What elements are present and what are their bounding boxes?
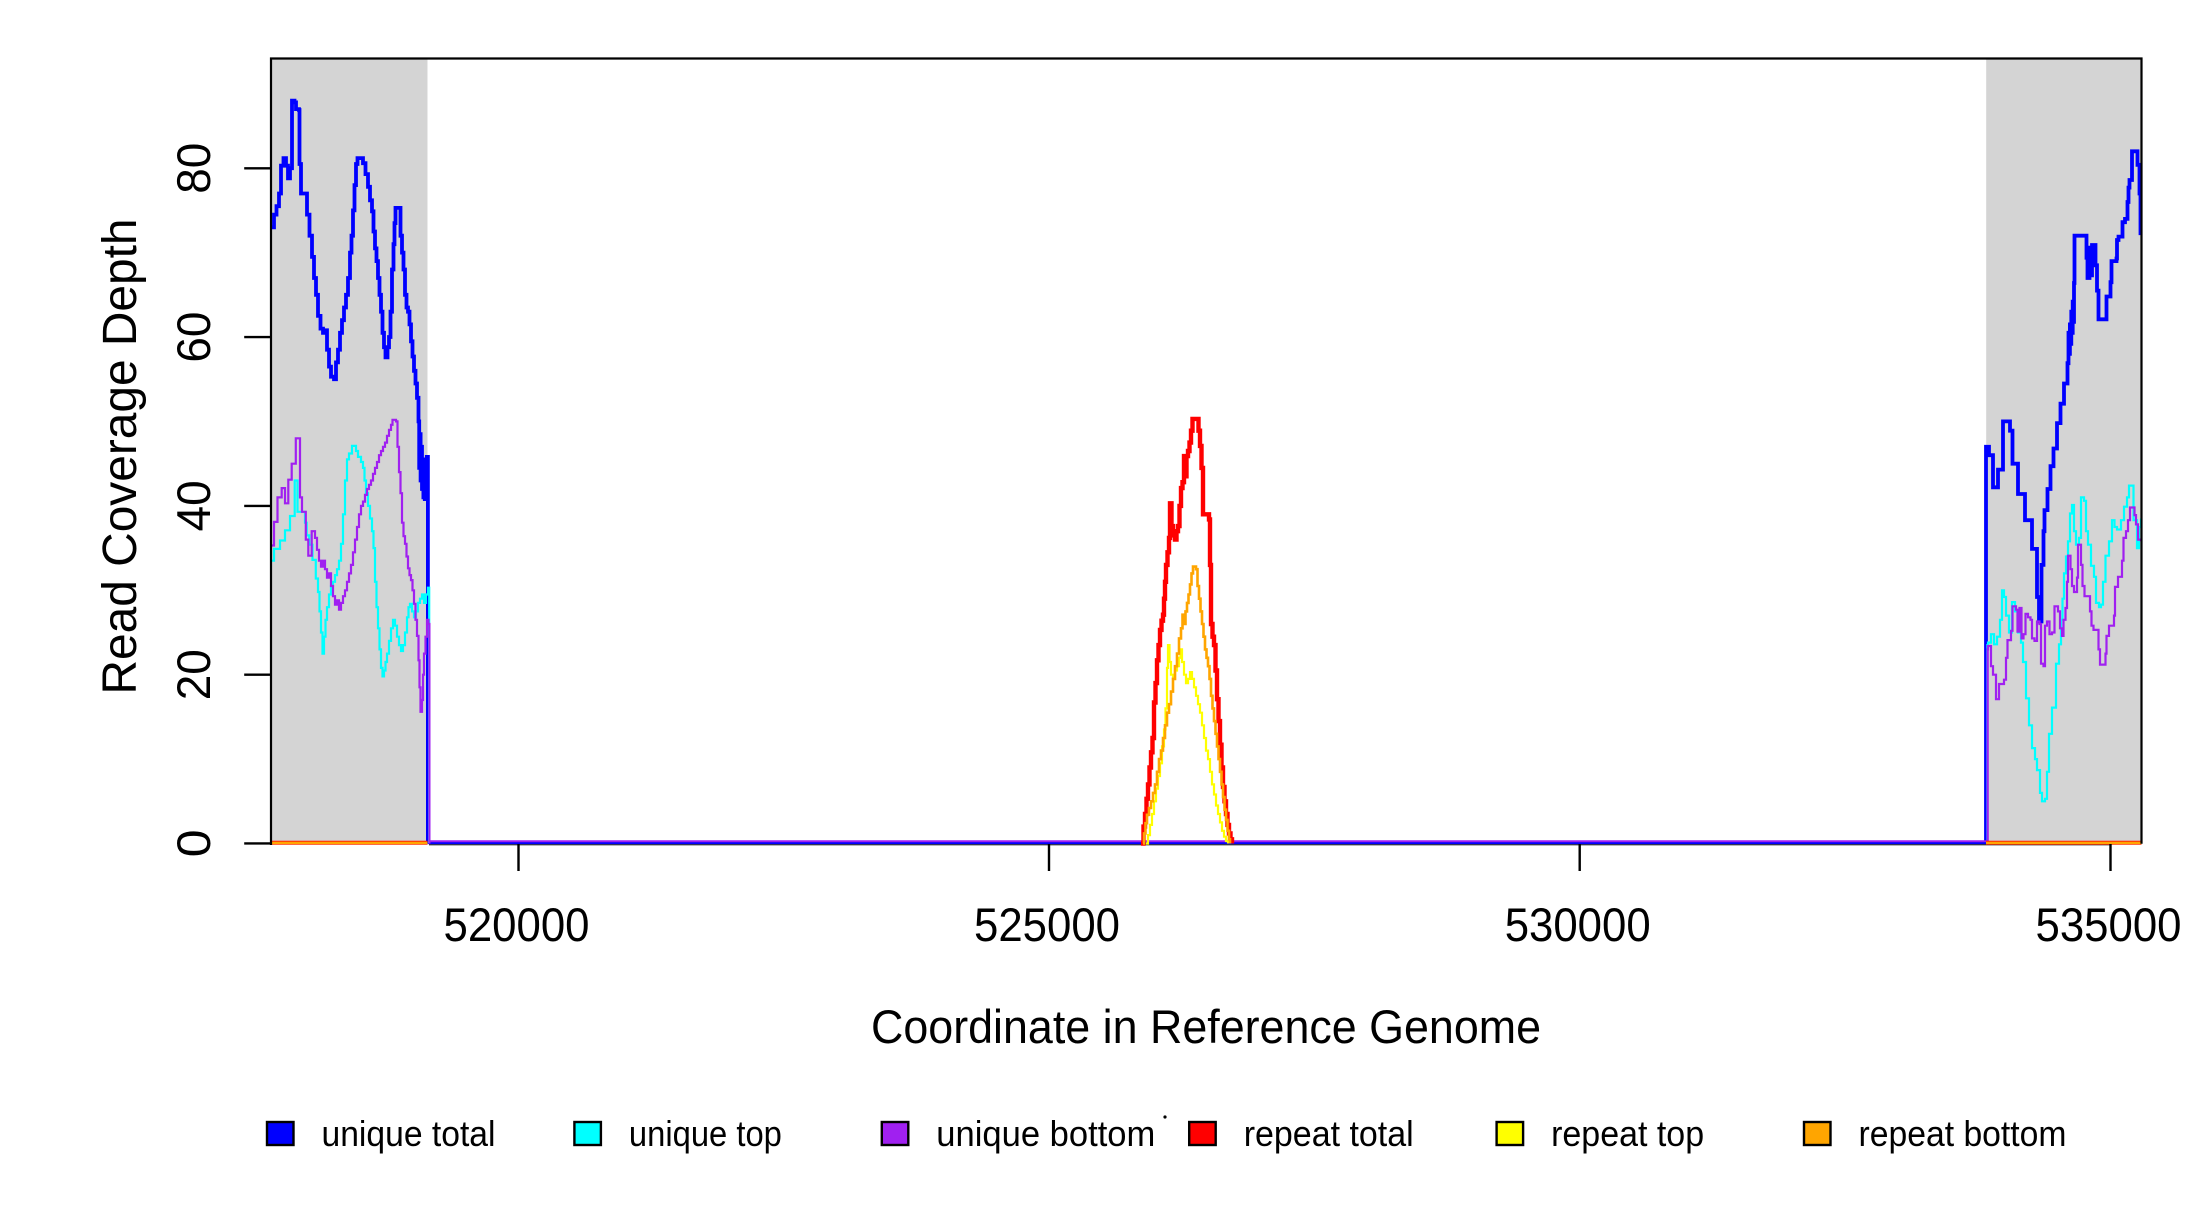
svg-text:530000: 530000 (1505, 898, 1651, 951)
svg-text:Read Coverage Depth: Read Coverage Depth (93, 219, 147, 695)
svg-text:repeat total: repeat total (1244, 1113, 1414, 1154)
svg-text:unique top: unique top (629, 1113, 782, 1154)
svg-text:20: 20 (167, 649, 220, 700)
svg-text:unique bottom: unique bottom (936, 1113, 1155, 1154)
svg-text:unique total: unique total (322, 1113, 496, 1154)
svg-text:repeat bottom: repeat bottom (1859, 1113, 2067, 1154)
svg-text:repeat top: repeat top (1551, 1113, 1704, 1154)
svg-text:535000: 535000 (2036, 898, 2182, 951)
svg-text:80: 80 (167, 143, 220, 194)
svg-text:Coordinate in Reference Genome: Coordinate in Reference Genome (871, 1000, 1541, 1053)
svg-text:0: 0 (167, 829, 220, 857)
svg-text:60: 60 (167, 312, 220, 363)
svg-text:520000: 520000 (444, 898, 590, 951)
svg-text:40: 40 (167, 480, 220, 531)
svg-text:525000: 525000 (974, 898, 1120, 951)
